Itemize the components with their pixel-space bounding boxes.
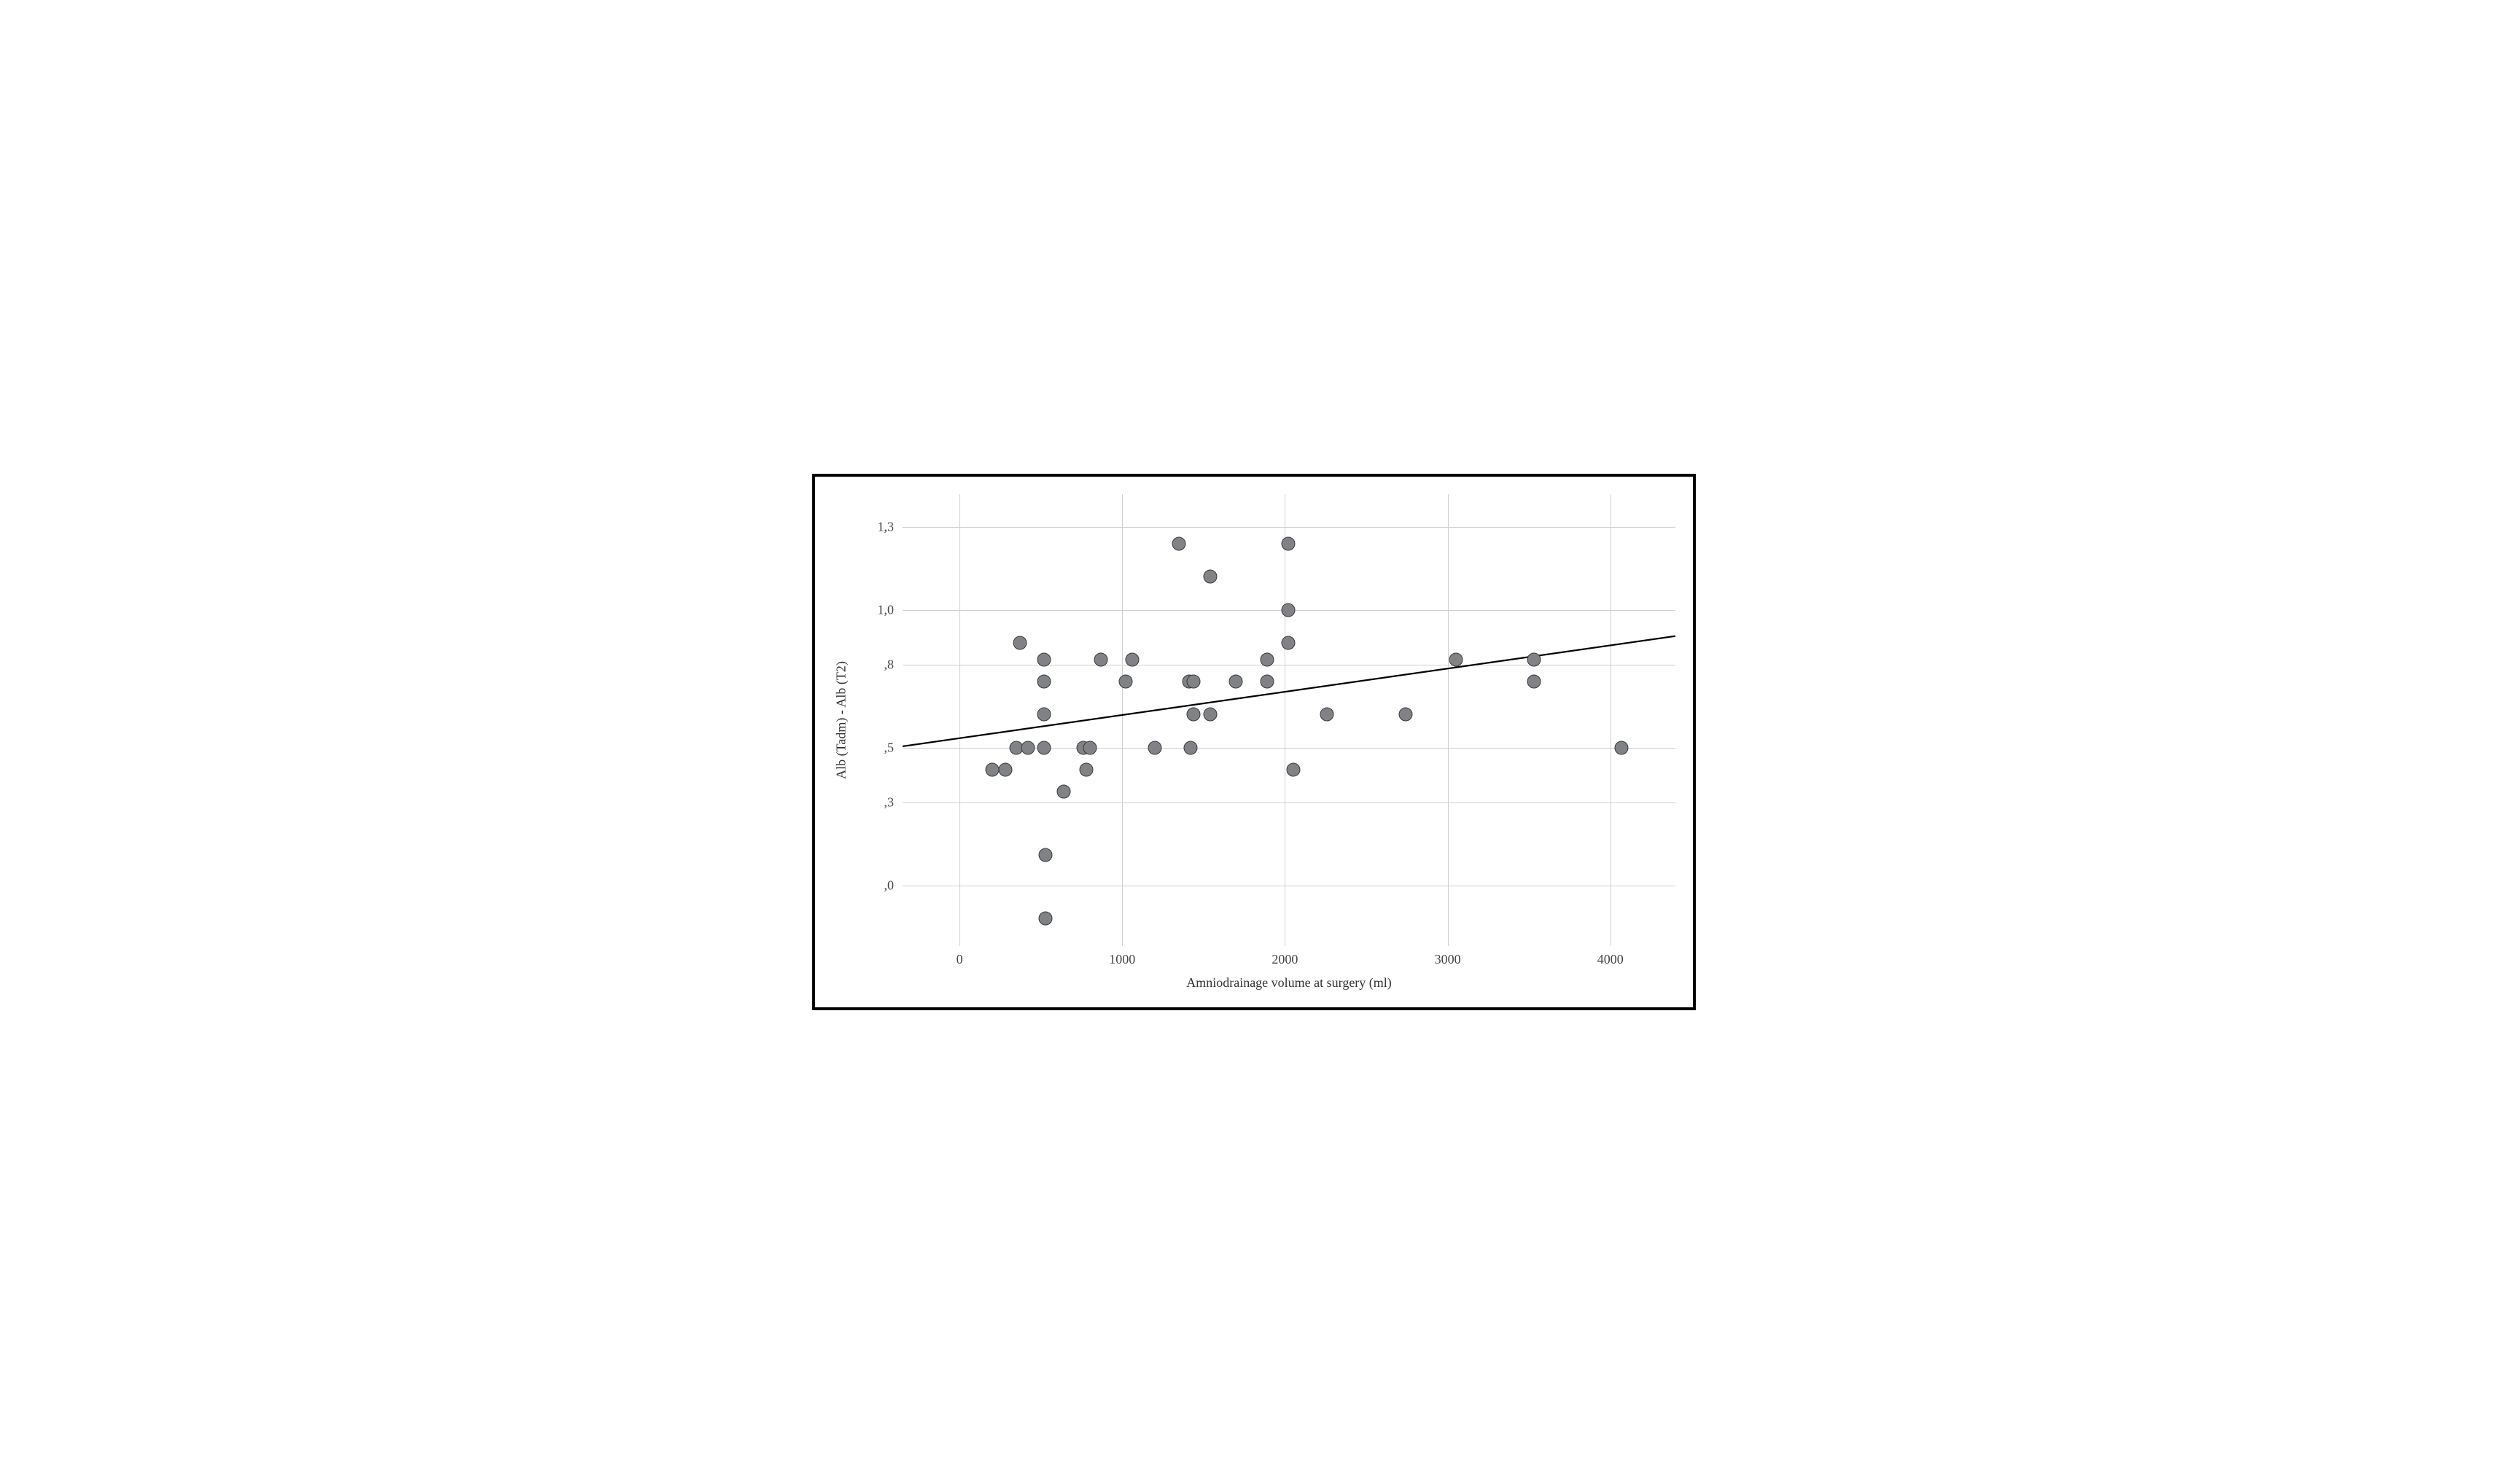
chart-frame: Amniodrainage volume at surgery (ml) Alb…: [812, 474, 1696, 1010]
data-point: [1260, 652, 1274, 666]
data-point: [1083, 741, 1097, 754]
trend-line: [903, 494, 1675, 946]
x-tick-label: 1000: [1109, 952, 1135, 967]
data-point: [1013, 636, 1027, 650]
data-point: [985, 763, 999, 777]
data-point: [1449, 652, 1463, 666]
data-point: [1281, 603, 1295, 617]
data-point: [1021, 741, 1035, 754]
data-point: [998, 763, 1012, 777]
data-point: [1281, 636, 1295, 650]
x-tick-label: 3000: [1435, 952, 1461, 967]
data-point: [1260, 675, 1274, 689]
x-tick-label: 2000: [1271, 952, 1298, 967]
data-point: [1615, 741, 1629, 754]
x-tick-label: 4000: [1597, 952, 1624, 967]
data-point: [1187, 675, 1201, 689]
x-axis-label: Amniodrainage volume at surgery (ml): [1186, 975, 1392, 991]
data-point: [1148, 741, 1161, 754]
data-point: [1286, 763, 1300, 777]
data-point: [1094, 652, 1108, 666]
data-point: [1281, 537, 1295, 551]
data-point: [1172, 537, 1186, 551]
data-point: [1229, 675, 1243, 689]
data-point: [1527, 652, 1541, 666]
y-tick-label: ,0: [884, 878, 895, 893]
data-point: [1056, 785, 1070, 799]
data-point: [1037, 652, 1051, 666]
y-tick-label: ,5: [884, 740, 895, 755]
data-point: [1039, 912, 1053, 926]
data-point: [1183, 741, 1197, 754]
data-point: [1398, 708, 1412, 722]
data-point: [1118, 675, 1132, 689]
data-point: [1039, 848, 1053, 862]
y-tick-label: ,3: [884, 795, 895, 811]
y-tick-label: ,8: [884, 657, 895, 673]
data-point: [1527, 675, 1541, 689]
data-point: [1203, 708, 1217, 722]
data-point: [1125, 652, 1139, 666]
data-point: [1320, 708, 1334, 722]
plot-area: [903, 494, 1675, 946]
data-point: [1037, 675, 1051, 689]
data-point: [1203, 570, 1217, 584]
data-point: [1037, 708, 1051, 722]
data-point: [1187, 708, 1201, 722]
y-axis-label: Alb (Tadm) - Alb (T2): [834, 661, 849, 779]
x-tick-label: 0: [957, 952, 963, 967]
y-tick-label: 1,0: [878, 602, 895, 617]
data-point: [1080, 763, 1094, 777]
y-tick-label: 1,3: [878, 520, 895, 535]
data-point: [1037, 741, 1051, 754]
